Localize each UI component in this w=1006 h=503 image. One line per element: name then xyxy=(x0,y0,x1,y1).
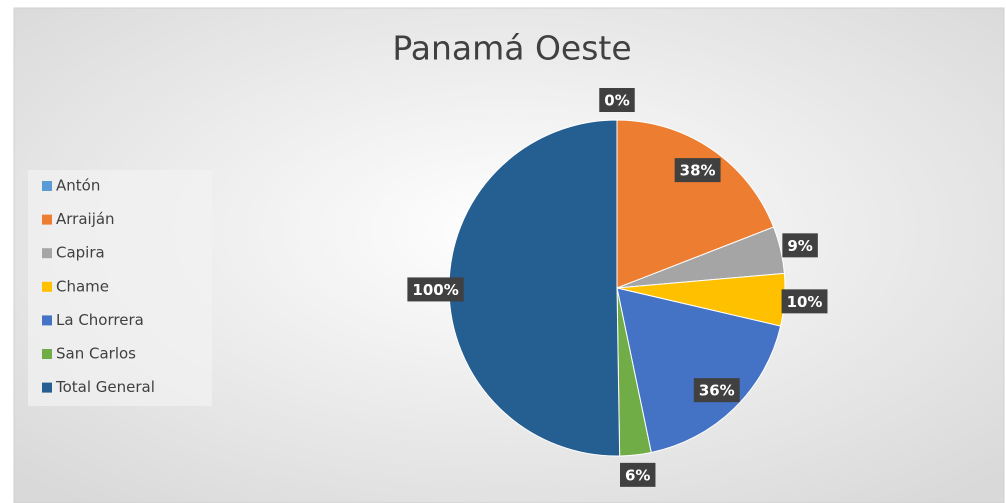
legend-label: Capira xyxy=(56,244,105,262)
data-label: 6% xyxy=(619,462,656,487)
legend-swatch xyxy=(42,281,52,292)
data-label-box xyxy=(599,88,635,112)
data-label-text: 0% xyxy=(604,92,629,110)
data-label-text: 38% xyxy=(680,162,716,180)
legend-label: Antón xyxy=(56,177,100,195)
legend-swatch xyxy=(42,349,52,359)
data-label-text: 9% xyxy=(787,237,812,255)
data-label: 9% xyxy=(782,233,818,258)
legend-swatch xyxy=(42,315,52,326)
data-label-text: 36% xyxy=(699,382,735,400)
legend-swatch xyxy=(42,382,52,393)
legend-swatch xyxy=(42,248,52,259)
data-label-box xyxy=(619,462,656,487)
legend-label: La Chorrera xyxy=(56,311,144,329)
legend-label: Chame xyxy=(56,277,109,295)
data-label: 10% xyxy=(781,289,828,314)
legend-swatch xyxy=(42,181,52,191)
data-label-box xyxy=(782,233,818,258)
legend-swatch xyxy=(42,214,52,225)
data-label: 100% xyxy=(407,277,464,302)
data-label: 38% xyxy=(674,158,721,183)
legend-label: Arraiján xyxy=(56,210,115,228)
data-label-box xyxy=(674,158,721,183)
pie-slice xyxy=(616,119,775,289)
data-label-box xyxy=(693,378,740,403)
data-label-box xyxy=(781,289,828,314)
legend-label: San Carlos xyxy=(56,345,136,363)
data-label: 0% xyxy=(599,88,635,112)
legend-label: Total General xyxy=(55,378,155,396)
legend-box xyxy=(28,170,212,406)
data-label-box xyxy=(407,277,464,302)
data-label-text: 10% xyxy=(787,293,823,311)
pie-slice xyxy=(616,287,782,454)
data-label: 36% xyxy=(693,378,740,403)
chart-title: Panamá Oeste xyxy=(392,29,631,68)
data-label-text: 6% xyxy=(625,466,650,484)
data-label-text: 100% xyxy=(412,281,458,299)
